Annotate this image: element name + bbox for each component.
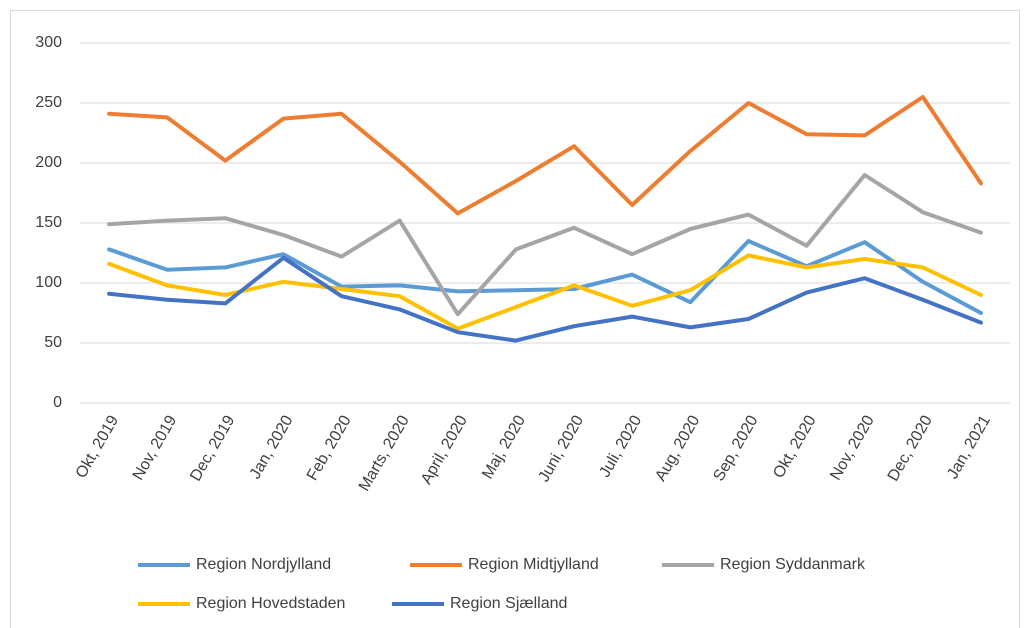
y-tick-label: 150 — [35, 214, 62, 231]
series-line — [107, 173, 983, 317]
legend-label: Region Hovedstaden — [196, 595, 345, 612]
series-line — [107, 95, 983, 216]
legend-label: Region Sjælland — [450, 595, 567, 612]
y-tick-label: 250 — [35, 94, 62, 111]
y-tick-label: 100 — [35, 274, 62, 291]
chart-frame — [10, 10, 1020, 628]
y-tick-label: 300 — [35, 34, 62, 51]
y-tick-label: 50 — [44, 334, 62, 351]
y-tick-label: 0 — [53, 394, 62, 411]
legend-label: Region Syddanmark — [720, 556, 866, 573]
legend-label: Region Nordjylland — [196, 556, 331, 573]
series-line — [107, 239, 983, 315]
legend-label: Region Midtjylland — [468, 556, 599, 573]
series-line — [107, 255, 983, 343]
series-line — [107, 253, 983, 331]
y-tick-label: 200 — [35, 154, 62, 171]
